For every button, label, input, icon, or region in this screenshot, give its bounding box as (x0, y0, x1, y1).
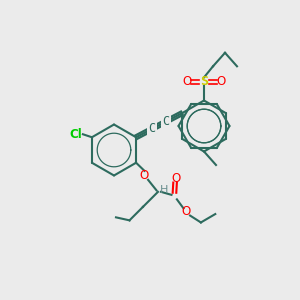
Text: O: O (217, 75, 226, 88)
Text: C: C (162, 115, 169, 128)
Text: H: H (160, 185, 168, 195)
Text: C: C (148, 122, 156, 135)
Text: Cl: Cl (69, 128, 82, 141)
Text: O: O (182, 206, 191, 218)
Text: O: O (171, 172, 181, 185)
Text: O: O (182, 75, 191, 88)
Text: S: S (200, 75, 208, 88)
Text: O: O (140, 169, 149, 182)
